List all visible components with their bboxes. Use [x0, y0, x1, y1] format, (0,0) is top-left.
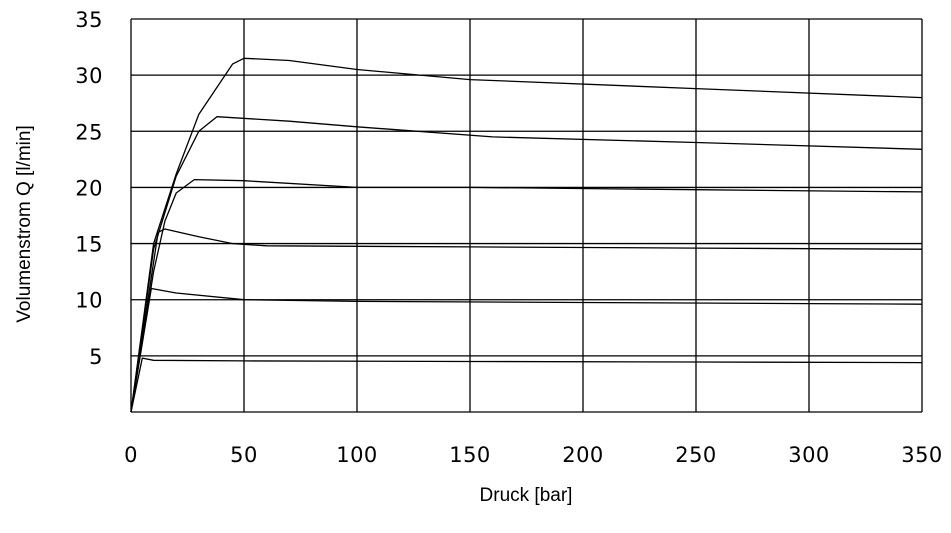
x-axis-label: Druck [bar] — [480, 485, 573, 506]
y-tick-label-20: 20 — [75, 176, 103, 200]
grid — [130, 18, 923, 413]
y-tick-label-35: 35 — [75, 8, 103, 32]
x-tick-label-350: 350 — [901, 443, 943, 467]
x-tick-label-250: 250 — [675, 443, 717, 467]
x-tick-label-100: 100 — [336, 443, 378, 467]
y-axis-label: Volumenstrom Q [l/min] — [14, 125, 35, 322]
x-tick-label-200: 200 — [562, 443, 604, 467]
series-line-2 — [130, 287, 923, 413]
x-tick-labels: 0 50 100 150 200 250 300 350 — [124, 443, 943, 467]
y-tick-label-30: 30 — [75, 64, 103, 88]
x-tick-label-300: 300 — [788, 443, 830, 467]
series-group — [130, 57, 923, 413]
series-line-4 — [130, 178, 923, 413]
y-tick-labels: 5 10 15 20 25 30 35 — [75, 8, 103, 369]
series-line-1 — [130, 357, 923, 413]
series-line-6 — [130, 57, 923, 413]
y-tick-label-25: 25 — [75, 120, 103, 144]
x-tick-label-150: 150 — [449, 443, 491, 467]
y-tick-label-10: 10 — [75, 289, 103, 313]
x-tick-label-0: 0 — [124, 443, 138, 467]
x-tick-label-50: 50 — [230, 443, 258, 467]
series-line-3 — [130, 228, 923, 413]
y-tick-label-5: 5 — [89, 345, 103, 369]
series-line-5 — [130, 116, 923, 413]
y-tick-label-15: 15 — [75, 233, 103, 257]
